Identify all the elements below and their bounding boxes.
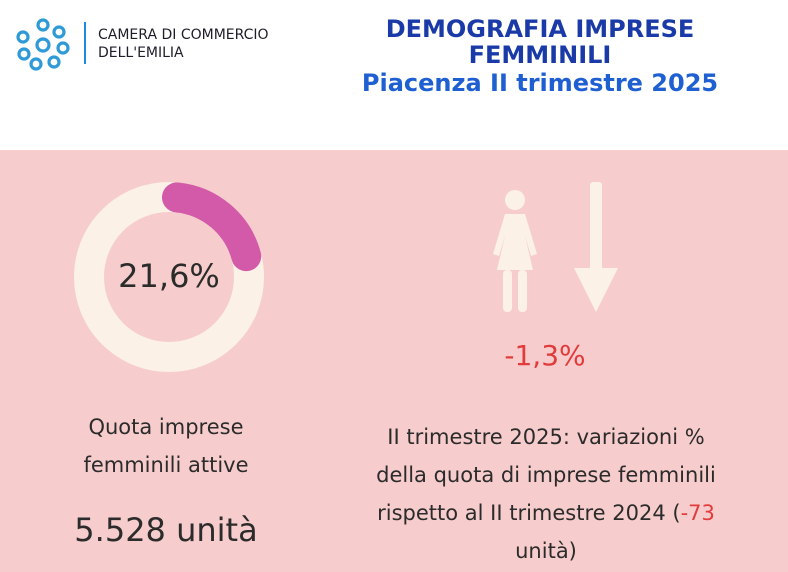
page-subtitle: Piacenza II trimestre 2025: [361, 69, 719, 97]
header: CAMERA DI COMMERCIO DELL'EMILIA DEMOGRAF…: [0, 0, 788, 150]
share-caption: Quota imprese femminili attive: [50, 408, 282, 484]
variation-value: -1,3%: [504, 339, 586, 372]
share-donut: [74, 182, 264, 372]
variation-caption-line2: della quota di imprese femminili: [376, 463, 716, 487]
variation-caption-line4: unità): [515, 539, 577, 563]
donut-share-arc: [161, 182, 262, 272]
page-title: DEMOGRAFIA IMPRESE FEMMINILI Piacenza II…: [340, 16, 740, 98]
variation-caption-line1: II trimestre 2025: variazioni %: [387, 425, 705, 449]
variation-caption-line3-prefix: rispetto al II trimestre 2024 (: [377, 501, 681, 525]
chamber-name-line1: CAMERA DI COMMERCIO: [98, 27, 269, 43]
share-caption-line1: Quota imprese: [88, 415, 244, 439]
page-title-line2: FEMMINILI: [468, 41, 612, 69]
logo-divider: [84, 22, 86, 64]
variation-caption-line3: rispetto al II trimestre 2024 (-73: [336, 494, 756, 532]
variation-units-change: -73: [680, 501, 715, 525]
page-title-line1: DEMOGRAFIA IMPRESE: [385, 15, 695, 43]
share-value: 21,6%: [118, 257, 220, 295]
chamber-name-line2: DELL'EMILIA: [98, 45, 184, 61]
woman-icon: [493, 190, 537, 312]
variation-caption: II trimestre 2025: variazioni % della qu…: [336, 418, 756, 570]
chamber-name: CAMERA DI COMMERCIO DELL'EMILIA: [98, 26, 269, 62]
chamber-of-commerce-logo-icon: [16, 18, 70, 71]
down-arrow-icon: [574, 182, 618, 312]
share-units: 5.528 unità: [74, 511, 258, 549]
share-caption-line2: femminili attive: [83, 453, 249, 477]
